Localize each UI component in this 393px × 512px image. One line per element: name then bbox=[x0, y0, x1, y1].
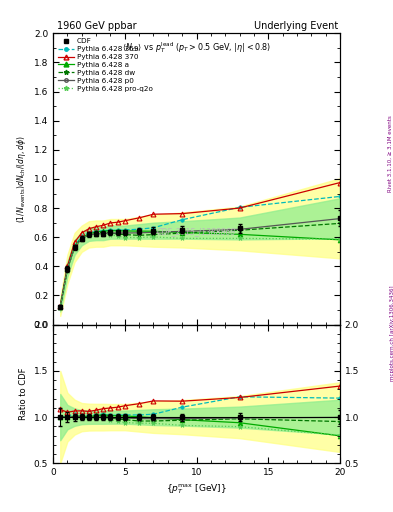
X-axis label: $\{p_T^\mathrm{max}$ [GeV]$\}$: $\{p_T^\mathrm{max}$ [GeV]$\}$ bbox=[166, 483, 227, 496]
Y-axis label: $(1/N_\mathrm{events}) dN_\mathrm{ch}/(d\eta, d\phi)$: $(1/N_\mathrm{events}) dN_\mathrm{ch}/(d… bbox=[15, 135, 28, 223]
Text: Rivet 3.1.10, ≥ 3.1M events: Rivet 3.1.10, ≥ 3.1M events bbox=[387, 115, 392, 192]
Text: $\langle N_\mathrm{ch}\rangle$ vs $p_T^\mathrm{lead}$ ($p_T > 0.5$ GeV, $|\eta| : $\langle N_\mathrm{ch}\rangle$ vs $p_T^\… bbox=[122, 40, 271, 55]
Text: mcplots.cern.ch [arXiv:1306.3436]: mcplots.cern.ch [arXiv:1306.3436] bbox=[390, 285, 393, 380]
Y-axis label: Ratio to CDF: Ratio to CDF bbox=[19, 368, 28, 420]
Text: CDF_2015_I1388868: CDF_2015_I1388868 bbox=[157, 227, 236, 236]
Text: 1960 GeV ppbar: 1960 GeV ppbar bbox=[57, 20, 137, 31]
Legend: CDF, Pythia 6.428 359, Pythia 6.428 370, Pythia 6.428 a, Pythia 6.428 dw, Pythia: CDF, Pythia 6.428 359, Pythia 6.428 370,… bbox=[57, 37, 154, 93]
Text: Underlying Event: Underlying Event bbox=[254, 20, 338, 31]
